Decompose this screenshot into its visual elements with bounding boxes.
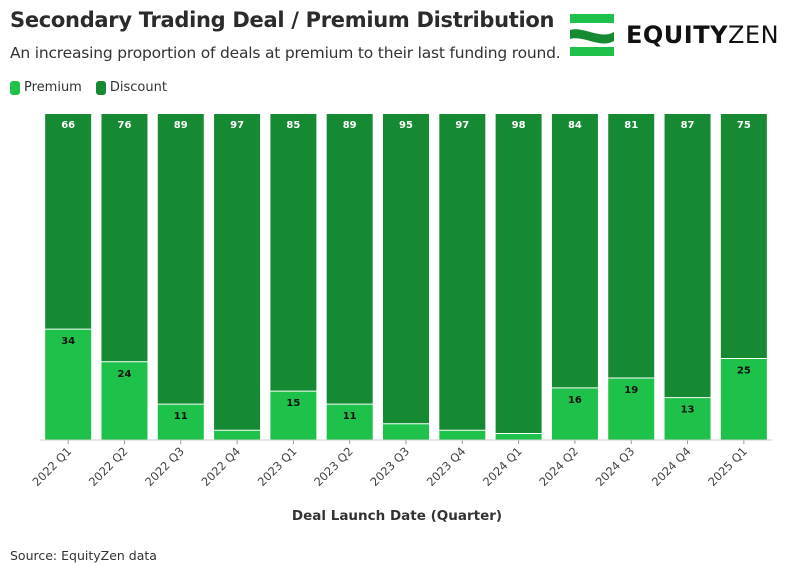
bar-discount-2023-q3[interactable] bbox=[383, 114, 429, 424]
bar-discount-2022-q2[interactable] bbox=[101, 114, 148, 362]
data-label-discount-2022-q3: 89 bbox=[174, 120, 188, 131]
equityzen-logo-icon bbox=[570, 14, 614, 56]
x-tick-label-2022-q4: 2022 Q4 bbox=[198, 444, 243, 489]
bar-premium-2022-q3[interactable] bbox=[157, 404, 204, 440]
logo-wordmark: EQUITYZEN bbox=[626, 21, 779, 49]
x-tick-label-2022-q2: 2022 Q2 bbox=[86, 444, 131, 489]
bar-premium-2022-q2[interactable] bbox=[101, 361, 148, 440]
bar-premium-2024-q1[interactable] bbox=[495, 433, 542, 440]
data-label-premium-2024-q4: 13 bbox=[681, 405, 695, 416]
data-label-discount-2024-q1: 98 bbox=[512, 120, 526, 131]
logo-text-light: ZEN bbox=[727, 21, 780, 49]
x-tick-label-2023-q4: 2023 Q4 bbox=[424, 444, 469, 489]
data-label-discount-2024-q3: 81 bbox=[624, 120, 638, 131]
bar-discount-2022-q4[interactable] bbox=[214, 114, 261, 431]
source-note: Source: EquityZen data bbox=[10, 548, 157, 563]
bar-premium-2023-q1[interactable] bbox=[270, 391, 317, 440]
x-tick-label-2023-q1: 2023 Q1 bbox=[255, 444, 300, 489]
data-label-premium-2022-q1: 34 bbox=[61, 336, 75, 347]
data-label-discount-2024-q2: 84 bbox=[568, 120, 582, 131]
chart-title: Secondary Trading Deal / Premium Distrib… bbox=[10, 8, 555, 32]
data-label-premium-2024-q3: 19 bbox=[624, 385, 638, 396]
data-label-discount-2024-q4: 87 bbox=[681, 120, 695, 131]
bar-discount-2022-q1[interactable] bbox=[45, 114, 92, 330]
legend-swatch-premium bbox=[10, 80, 20, 95]
legend-label-premium: Premium bbox=[24, 80, 82, 95]
chart-subtitle: An increasing proportion of deals at pre… bbox=[10, 44, 561, 62]
data-label-premium-2024-q2: 16 bbox=[568, 395, 582, 406]
x-tick-label-2024-q4: 2024 Q4 bbox=[649, 444, 694, 489]
data-label-premium-2023-q1: 15 bbox=[286, 398, 300, 409]
bar-premium-2025-q1[interactable] bbox=[720, 358, 767, 441]
legend-item-premium[interactable]: Premium bbox=[10, 80, 82, 95]
bar-premium-2022-q4[interactable] bbox=[214, 430, 261, 440]
x-tick-label-2022-q3: 2022 Q3 bbox=[142, 444, 187, 489]
data-label-discount-2022-q1: 66 bbox=[61, 120, 75, 131]
legend-swatch-discount bbox=[95, 80, 106, 95]
bar-discount-2024-q2[interactable] bbox=[551, 114, 598, 388]
data-label-discount-2023-q2: 89 bbox=[343, 120, 357, 131]
logo-text-bold: EQUITY bbox=[626, 21, 728, 49]
legend: Premium Discount bbox=[10, 80, 167, 95]
legend-label-discount: Discount bbox=[109, 80, 167, 95]
bar-discount-2024-q1[interactable] bbox=[495, 114, 542, 434]
bar-premium-2024-q2[interactable] bbox=[551, 387, 598, 440]
x-axis-title: Deal Launch Date (Quarter) bbox=[291, 508, 503, 524]
data-label-premium-2022-q3: 11 bbox=[174, 411, 188, 422]
x-tick-label-2024-q1: 2024 Q1 bbox=[480, 444, 525, 489]
x-tick-label-2023-q2: 2023 Q2 bbox=[311, 444, 356, 489]
bar-premium-2023-q4[interactable] bbox=[439, 430, 486, 440]
bar-premium-2024-q3[interactable] bbox=[608, 378, 655, 440]
bar-premium-2023-q3[interactable] bbox=[383, 423, 429, 440]
data-label-discount-2022-q2: 76 bbox=[118, 120, 132, 131]
bar-discount-2024-q4[interactable] bbox=[664, 114, 711, 398]
legend-item-discount[interactable]: Discount bbox=[95, 80, 167, 95]
data-label-premium-2023-q2: 11 bbox=[343, 411, 357, 422]
data-label-premium-2022-q2: 24 bbox=[118, 369, 132, 380]
bar-discount-2024-q3[interactable] bbox=[608, 114, 655, 379]
bar-discount-2023-q2[interactable] bbox=[326, 114, 373, 405]
data-label-premium-2025-q1: 25 bbox=[737, 366, 751, 377]
bar-premium-2022-q1[interactable] bbox=[45, 329, 92, 440]
data-label-discount-2023-q4: 97 bbox=[455, 120, 469, 131]
data-label-discount-2025-q1: 75 bbox=[737, 120, 751, 131]
data-label-discount-2023-q3: 95 bbox=[399, 120, 413, 131]
x-tick-label-2025-q1: 2025 Q1 bbox=[705, 444, 750, 489]
bar-discount-2022-q3[interactable] bbox=[157, 114, 204, 405]
equityzen-logo: EQUITYZEN bbox=[570, 14, 784, 56]
data-label-discount-2022-q4: 97 bbox=[230, 120, 244, 131]
x-tick-label-2024-q2: 2024 Q2 bbox=[536, 444, 581, 489]
bar-discount-2023-q1[interactable] bbox=[270, 114, 317, 392]
x-tick-label-2022-q1: 2022 Q1 bbox=[30, 444, 75, 489]
bar-premium-2024-q4[interactable] bbox=[664, 397, 711, 440]
x-tick-label-2023-q3: 2023 Q3 bbox=[367, 444, 412, 489]
bar-discount-2025-q1[interactable] bbox=[720, 114, 767, 359]
bar-premium-2023-q2[interactable] bbox=[326, 404, 373, 440]
x-tick-label-2024-q3: 2024 Q3 bbox=[593, 444, 638, 489]
bar-discount-2023-q4[interactable] bbox=[439, 114, 486, 431]
data-label-discount-2023-q1: 85 bbox=[286, 120, 300, 131]
